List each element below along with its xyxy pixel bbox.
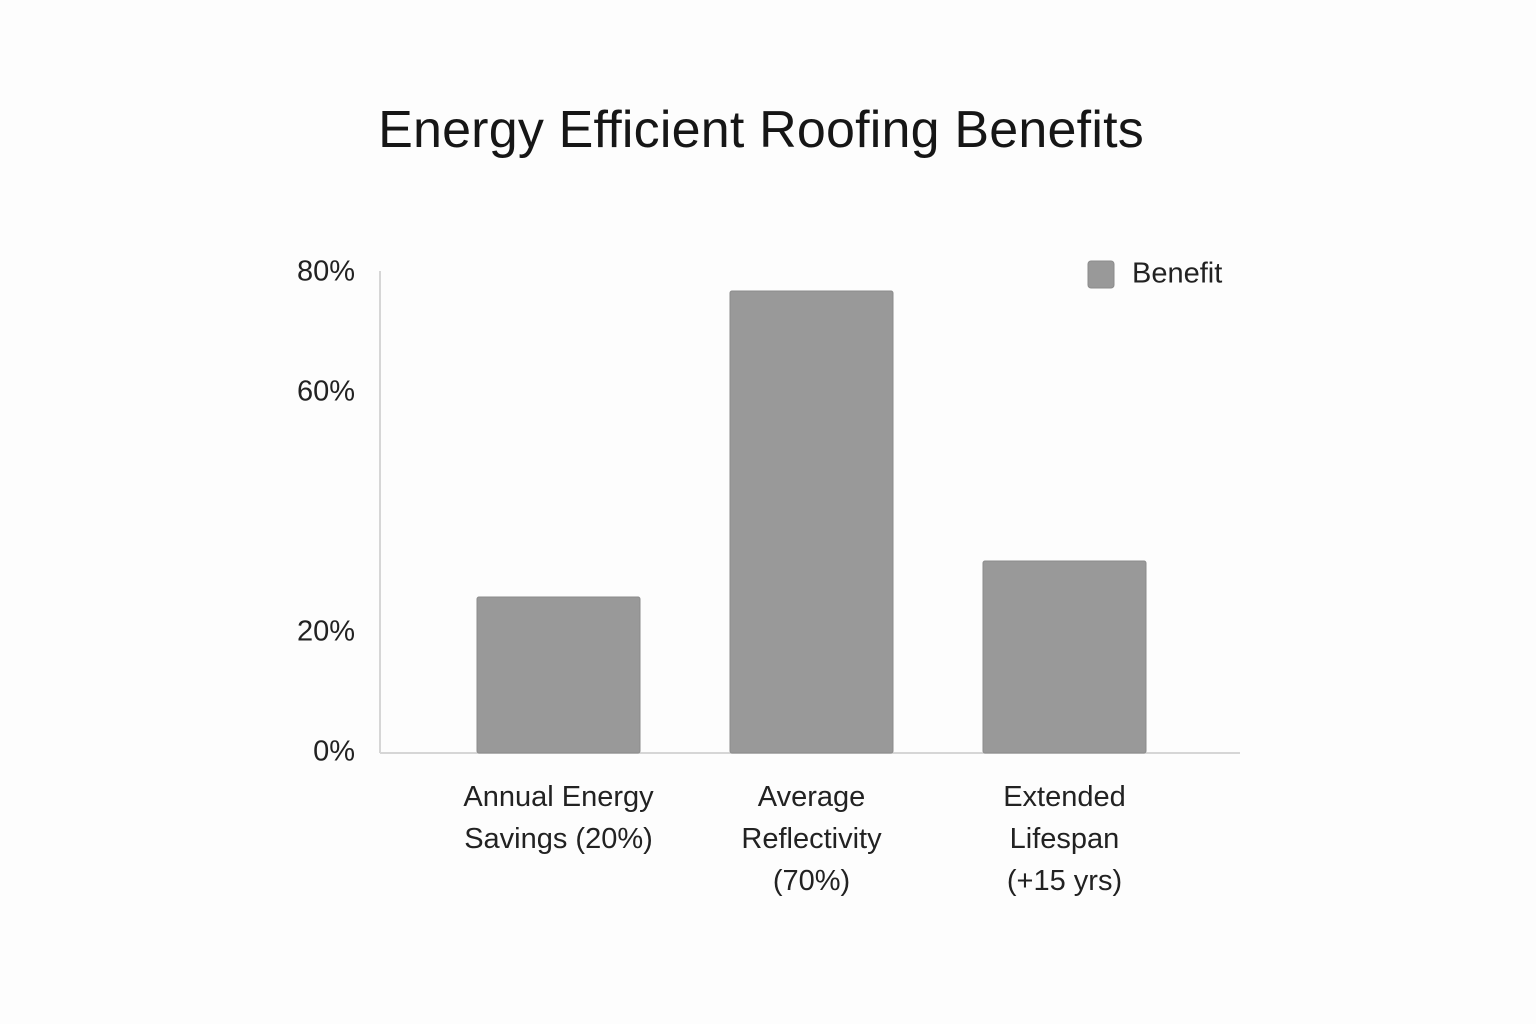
bar [982,560,1147,754]
x-tick-label: Extended Lifespan (+15 yrs) [1003,781,1126,897]
bar [476,596,641,754]
bar [729,290,894,754]
y-axis-ticks: 0% 20% 60% 80% [297,256,355,768]
bars-group [476,290,1147,754]
x-axis-labels: Annual Energy Savings (20%) Average Reflect… [463,781,1125,897]
legend-swatch-benefit [1087,260,1115,289]
x-tick-label: Annual Energy Savings (20%) [463,781,654,855]
y-tick-label: 20% [297,616,355,648]
y-tick-label: 60% [297,376,355,408]
y-tick-label: 80% [297,256,355,288]
y-tick-label: 0% [313,736,355,768]
chart-title: Energy Efficient Roofing Benefits [378,101,1144,159]
legend: Benefit [1087,258,1222,290]
x-tick-label: Average Reflectivity (70%) [741,781,882,897]
legend-label-benefit: Benefit [1132,258,1222,290]
